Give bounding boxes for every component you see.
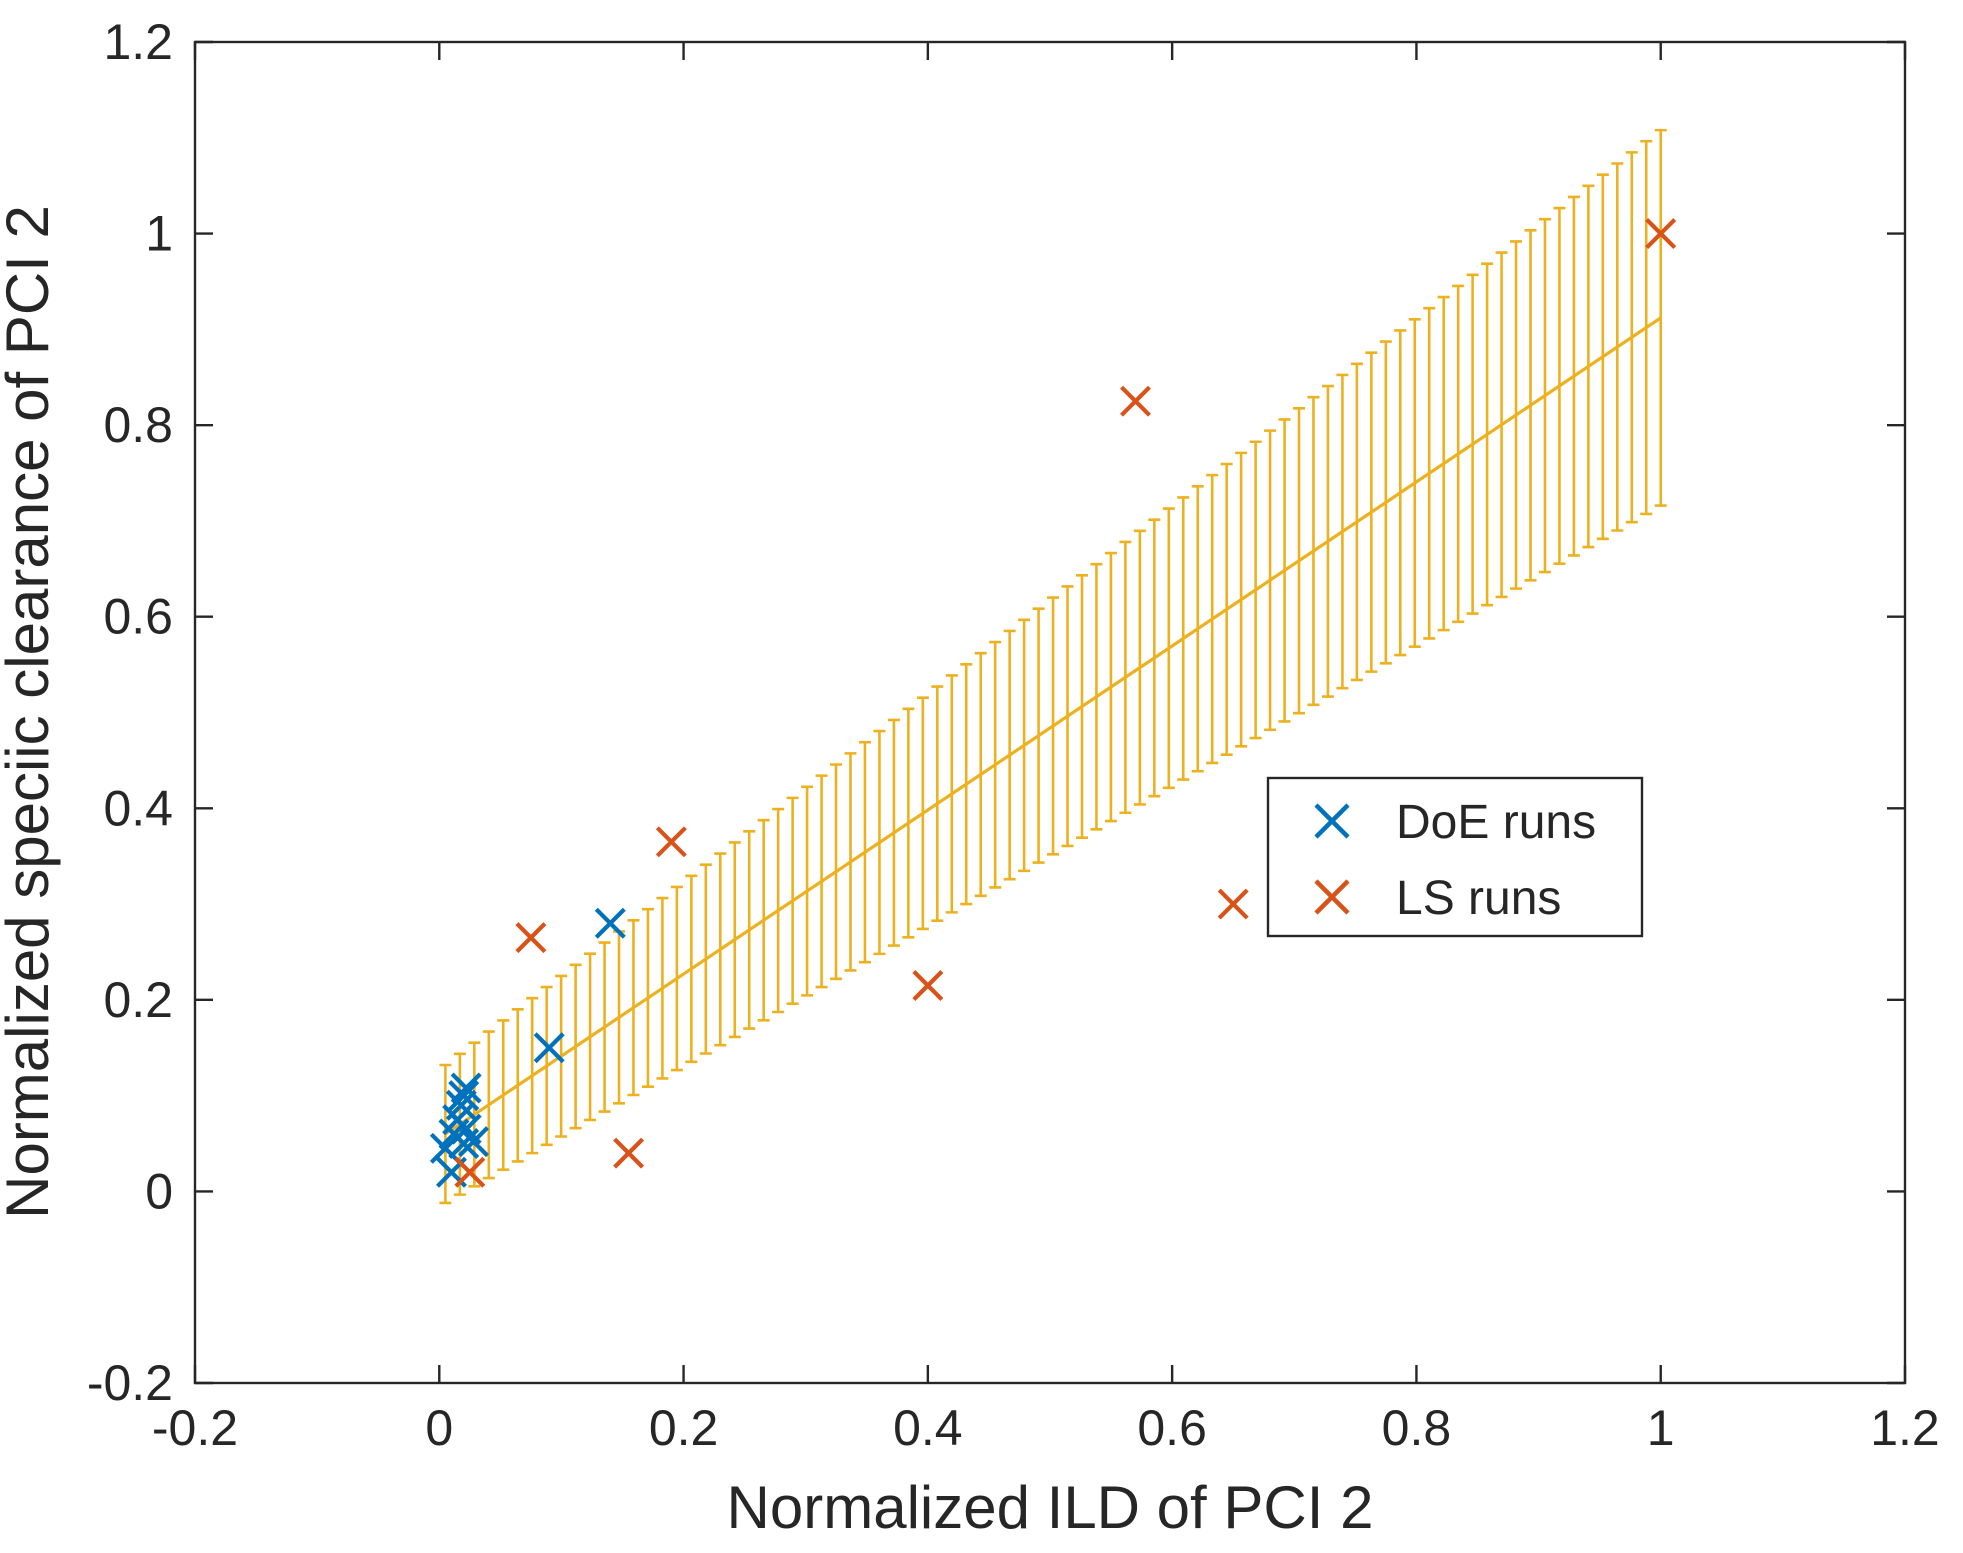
y-tick-label: 0.8 (103, 397, 173, 453)
x-axis-label: Normalized ILD of PCI 2 (727, 1474, 1374, 1541)
doe-run-marker (458, 1126, 489, 1158)
x-tick-label: 1 (1647, 1400, 1675, 1456)
y-tick-label: 0.6 (103, 589, 173, 645)
x-tick-label: -0.2 (152, 1400, 238, 1456)
legend-marker-ls-icon (1314, 879, 1350, 915)
ls-run-marker (454, 1156, 486, 1188)
x-tick-label: 0 (425, 1400, 453, 1456)
ls-run-marker (655, 826, 687, 858)
ls-run-marker (1645, 218, 1677, 250)
scatter-points-layer (429, 218, 1677, 1188)
doe-run-marker (450, 1072, 482, 1104)
y-tick-label: 0 (145, 1163, 173, 1219)
x-tick-label: 0.6 (1137, 1400, 1207, 1456)
doe-run-marker (594, 907, 626, 939)
x-tick-label: 0.4 (893, 1400, 963, 1456)
y-tick-label: -0.2 (87, 1355, 173, 1411)
y-tick-label: 1 (145, 206, 173, 262)
legend-label-ls: LS runs (1396, 872, 1561, 925)
y-tick-label: 0.4 (103, 780, 173, 836)
ls-run-marker (515, 922, 547, 954)
y-tick-label: 1.2 (103, 14, 173, 70)
ls-run-marker (912, 970, 944, 1001)
ls-run-marker (1217, 888, 1249, 920)
y-tick-label: 0.2 (103, 972, 173, 1028)
legend-label-doe: DoE runs (1396, 796, 1596, 849)
legend-box (1266, 776, 1644, 938)
y-axis-label: Normalized speciic clearance of PCI 2 (0, 205, 61, 1219)
x-tick-label: 0.2 (649, 1400, 719, 1456)
legend: DoE runs LS runs (1266, 776, 1644, 938)
doe-run-marker (533, 1032, 565, 1064)
x-tick-label: 0.8 (1382, 1400, 1452, 1456)
plot-box (193, 40, 1907, 1385)
error-band-layer (439, 128, 1667, 1205)
x-tick-label: 1.2 (1870, 1400, 1940, 1456)
fit-line (444, 316, 1662, 1136)
ls-run-marker (613, 1137, 645, 1169)
doe-run-marker (448, 1080, 480, 1112)
doe-run-marker (445, 1089, 477, 1121)
axes-layer: -0.2 0 0.2 0.4 0.6 0.8 1 1.2 -0.2 0 0.2 0.4 0.6 0.8 1 1… (87, 14, 1940, 1456)
ls-run-marker (1120, 385, 1151, 417)
legend-marker-doe-icon (1314, 803, 1350, 839)
